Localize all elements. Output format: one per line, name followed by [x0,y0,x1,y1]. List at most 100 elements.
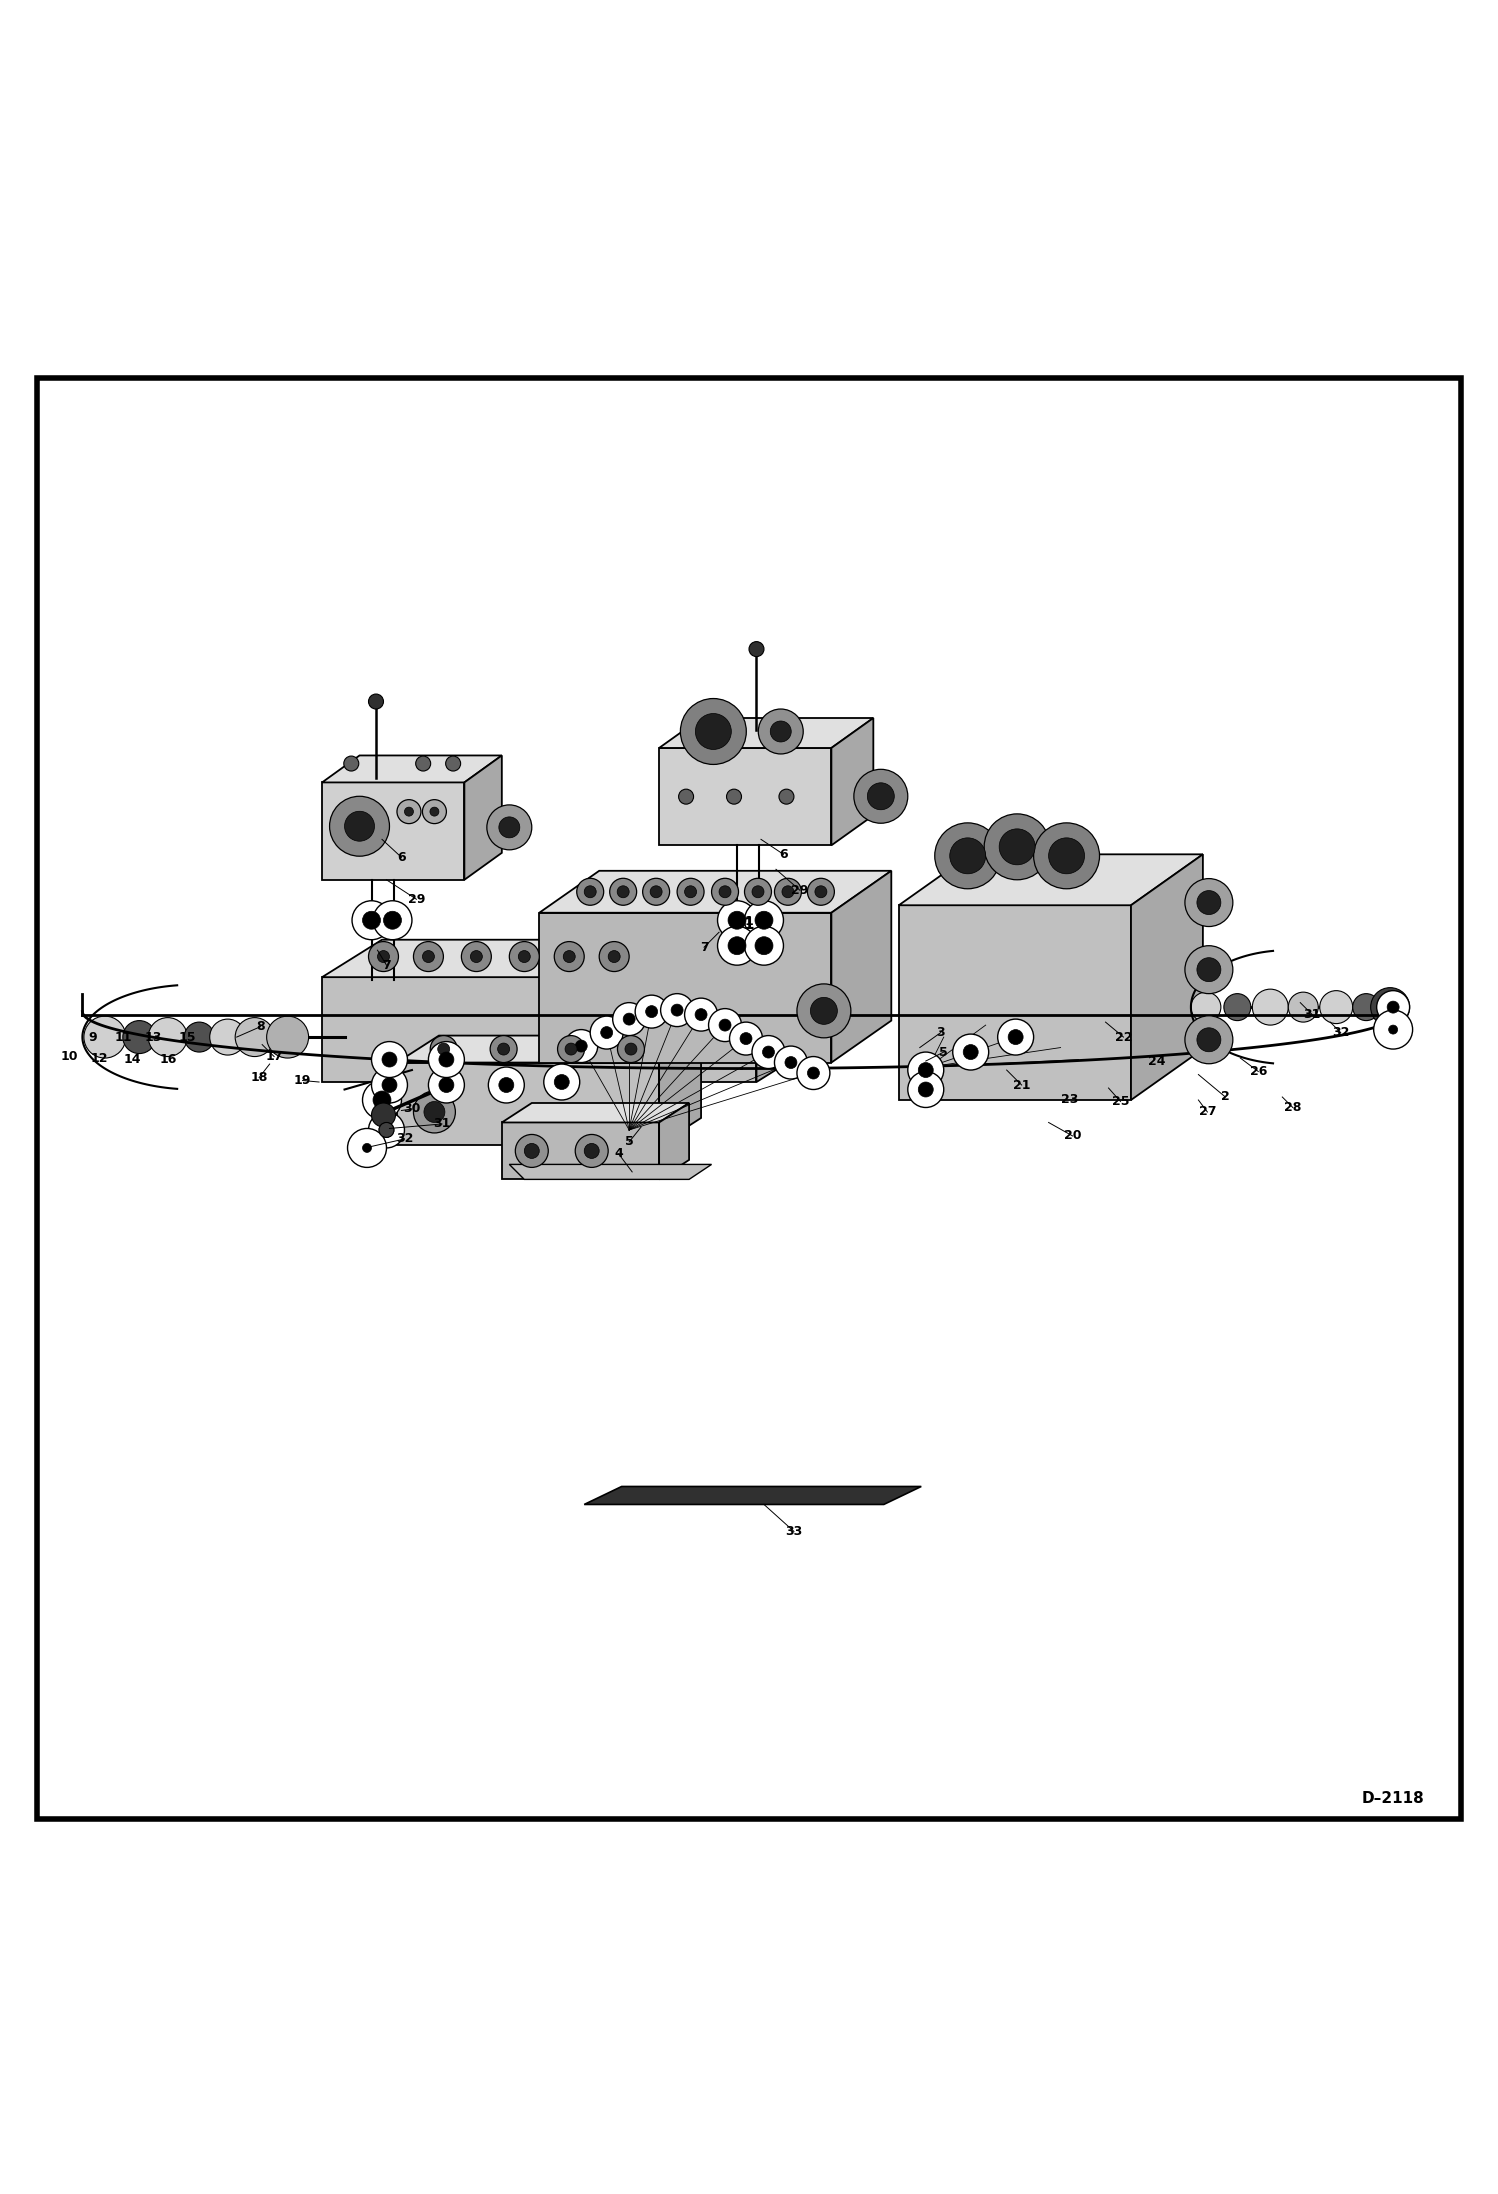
Circle shape [584,1143,599,1158]
Circle shape [695,713,731,750]
Circle shape [685,998,718,1031]
Circle shape [424,1101,445,1123]
Circle shape [470,950,482,963]
Polygon shape [322,755,502,783]
Circle shape [575,1040,587,1053]
Circle shape [677,878,704,906]
Circle shape [963,1044,978,1060]
Circle shape [1197,891,1221,915]
Text: D–2118: D–2118 [1362,1790,1425,1806]
Circle shape [774,1047,807,1079]
Circle shape [430,1036,457,1062]
Text: 11: 11 [114,1031,132,1044]
Circle shape [369,1112,404,1147]
Circle shape [782,886,794,897]
Polygon shape [831,871,891,1062]
Circle shape [712,878,739,906]
Circle shape [1288,992,1318,1022]
Circle shape [610,878,637,906]
Circle shape [235,1018,274,1058]
Polygon shape [584,1488,921,1505]
Text: 29: 29 [791,884,809,897]
Circle shape [752,886,764,897]
Circle shape [718,926,756,965]
Circle shape [709,1009,742,1042]
Circle shape [601,1027,613,1038]
Circle shape [646,1005,658,1018]
Circle shape [515,1134,548,1167]
Text: 24: 24 [1147,1055,1165,1068]
Circle shape [379,1123,394,1136]
Circle shape [797,983,851,1038]
Circle shape [935,823,1001,889]
Circle shape [369,941,398,972]
Circle shape [950,838,986,873]
Circle shape [719,1018,731,1031]
Text: 28: 28 [1284,1101,1302,1115]
Circle shape [599,941,629,972]
Circle shape [999,829,1035,864]
Circle shape [343,757,360,770]
Circle shape [330,796,389,856]
Circle shape [383,911,401,930]
Circle shape [267,1016,309,1058]
Circle shape [565,1029,598,1062]
Circle shape [740,1033,752,1044]
Text: 25: 25 [1112,1095,1129,1108]
Circle shape [439,1053,454,1066]
Circle shape [1185,878,1233,926]
Circle shape [565,1042,577,1055]
Circle shape [623,1014,635,1025]
Circle shape [1197,1027,1221,1051]
Text: 29: 29 [407,893,425,906]
Text: 18: 18 [250,1071,268,1084]
Text: 9: 9 [88,1031,97,1044]
Text: 31: 31 [433,1117,451,1130]
Circle shape [719,886,731,897]
Circle shape [745,902,783,939]
Polygon shape [756,939,816,1082]
Circle shape [815,886,827,897]
Circle shape [650,886,662,897]
Polygon shape [322,976,756,1082]
Polygon shape [659,748,831,845]
Circle shape [554,1075,569,1090]
Circle shape [752,1036,785,1068]
Text: 14: 14 [123,1053,141,1066]
Circle shape [1008,1029,1023,1044]
Polygon shape [322,783,464,880]
Circle shape [785,1058,797,1068]
Polygon shape [899,906,1131,1099]
Circle shape [918,1062,933,1077]
Text: 32: 32 [395,1132,413,1145]
Circle shape [758,709,803,755]
Text: 5: 5 [625,1136,634,1147]
Circle shape [1371,987,1410,1027]
Circle shape [363,1143,372,1152]
Circle shape [563,950,575,963]
Polygon shape [502,1104,689,1123]
Circle shape [643,878,670,906]
Circle shape [363,911,380,930]
Circle shape [671,1005,683,1016]
Circle shape [1224,994,1251,1020]
Circle shape [372,1104,395,1128]
Text: 10: 10 [60,1051,78,1064]
Circle shape [84,1016,126,1058]
Circle shape [779,790,794,805]
Text: 19: 19 [294,1075,312,1086]
Circle shape [524,1143,539,1158]
Circle shape [908,1071,944,1108]
Circle shape [807,1066,819,1079]
Circle shape [797,1058,830,1090]
Polygon shape [659,717,873,748]
Circle shape [461,941,491,972]
Circle shape [679,790,694,805]
Circle shape [1185,1016,1233,1064]
Circle shape [518,950,530,963]
Polygon shape [831,717,873,845]
Circle shape [590,1016,623,1049]
Text: 17: 17 [265,1051,283,1064]
Text: 31: 31 [1303,1007,1321,1020]
Circle shape [377,950,389,963]
